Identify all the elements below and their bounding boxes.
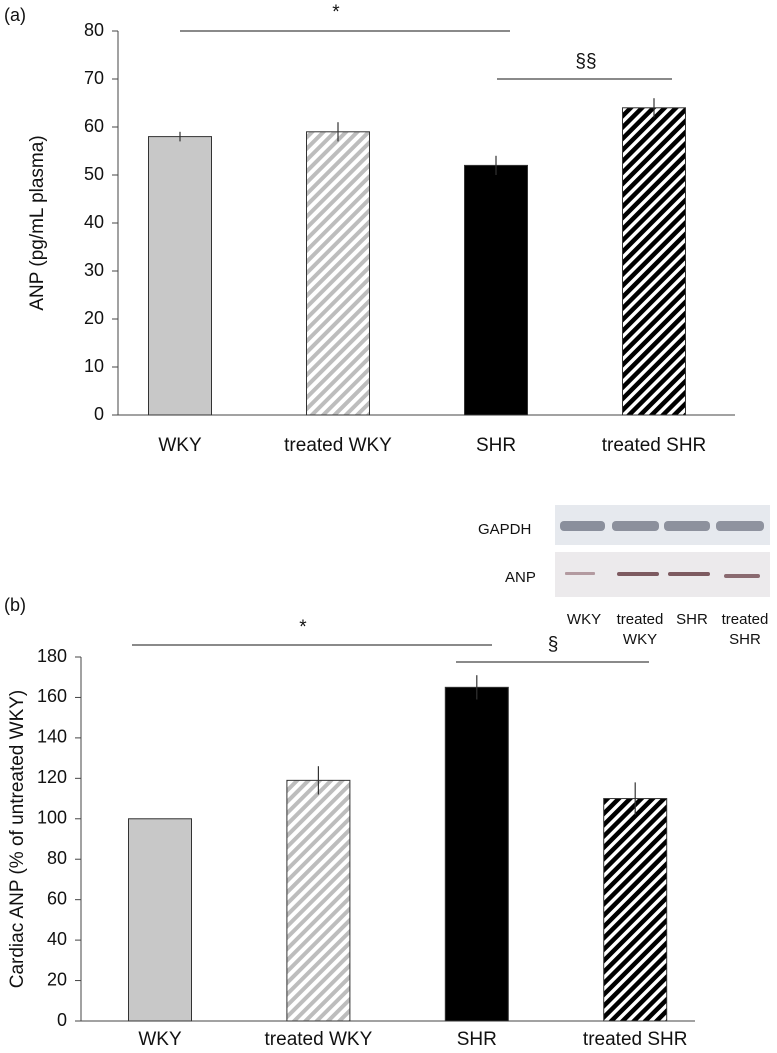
y-tick-label: 0 — [94, 404, 104, 424]
bar — [444, 686, 509, 1022]
y-tick-label: 50 — [84, 164, 104, 184]
x-tick-label: treated WKY — [265, 1029, 373, 1050]
y-tick-label: 80 — [84, 20, 104, 40]
y-tick-label: 40 — [47, 929, 67, 949]
blot-row-label: ANP — [505, 569, 536, 586]
bar — [148, 136, 212, 416]
y-tick-label: 120 — [37, 767, 67, 787]
y-axis-label: Cardiac ANP (% of untreated WKY) — [7, 690, 28, 989]
x-tick-label: treated SHR — [602, 435, 707, 456]
y-tick-label: 20 — [47, 969, 67, 989]
x-tick-label: treated WKY — [284, 435, 392, 456]
blot-lane-label: SHR — [676, 611, 708, 628]
significance-label: § — [548, 634, 559, 655]
panel-label: (a) — [4, 5, 26, 25]
x-tick-label: treated SHR — [583, 1029, 688, 1050]
y-tick-label: 20 — [84, 308, 104, 328]
blot-lane-label: WKY — [623, 631, 657, 648]
y-tick-label: 100 — [37, 808, 67, 828]
y-tick-label: 70 — [84, 68, 104, 88]
y-tick-label: 160 — [37, 686, 67, 706]
significance-label: * — [299, 617, 307, 638]
bar — [286, 779, 351, 1022]
y-tick-label: 40 — [84, 212, 104, 232]
y-tick-label: 180 — [37, 646, 67, 666]
bar — [306, 131, 370, 416]
x-tick-label: SHR — [457, 1029, 497, 1050]
y-tick-label: 30 — [84, 260, 104, 280]
bar — [464, 164, 528, 416]
x-tick-label: SHR — [476, 435, 516, 456]
y-tick-label: 0 — [57, 1010, 67, 1030]
x-tick-label: WKY — [138, 1029, 182, 1050]
y-tick-label: 80 — [47, 848, 67, 868]
blot-lane-label: treated — [722, 611, 769, 628]
blot-row-label: GAPDH — [478, 521, 531, 538]
blot-lane-label: WKY — [567, 611, 601, 628]
panel-label: (b) — [4, 595, 26, 615]
x-tick-label: WKY — [158, 435, 202, 456]
y-tick-label: 10 — [84, 356, 104, 376]
y-axis-label: ANP (pg/mL plasma) — [27, 135, 48, 310]
blot-image — [555, 505, 770, 597]
y-tick-label: 60 — [47, 888, 67, 908]
y-tick-label: 140 — [37, 727, 67, 747]
blot-lane-label: treated — [617, 611, 664, 628]
significance-label: * — [332, 2, 340, 23]
bar — [603, 798, 668, 1022]
blot-lane-label: SHR — [729, 631, 761, 648]
significance-label: §§ — [575, 51, 596, 72]
bar — [622, 107, 686, 416]
bar — [128, 818, 192, 1022]
y-tick-label: 60 — [84, 116, 104, 136]
